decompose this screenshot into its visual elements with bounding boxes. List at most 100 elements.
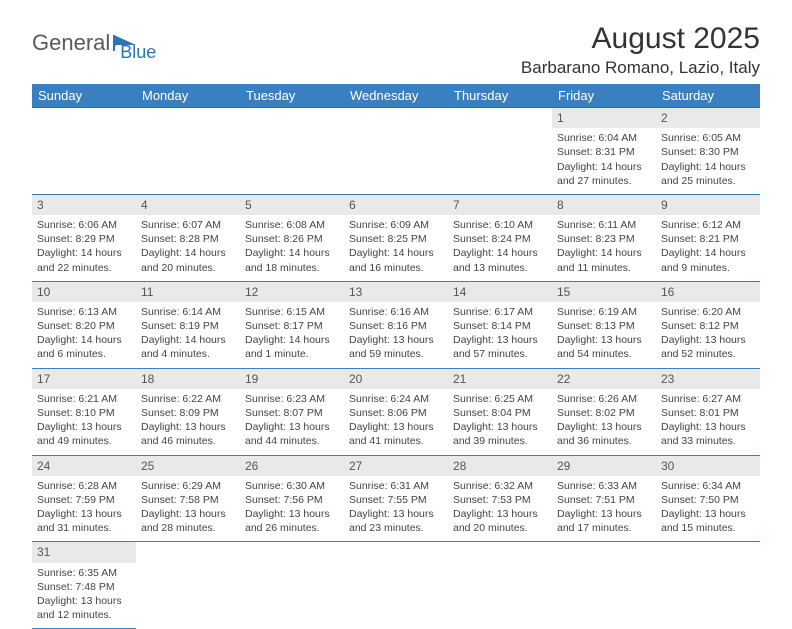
sunrise-text: Sunrise: 6:26 AM [557, 392, 651, 406]
sunrise-text: Sunrise: 6:24 AM [349, 392, 443, 406]
day-number: 11 [136, 282, 240, 302]
day-number: 9 [656, 195, 760, 215]
calendar-row: 3Sunrise: 6:06 AMSunset: 8:29 PMDaylight… [32, 194, 760, 281]
calendar-cell: 30Sunrise: 6:34 AMSunset: 7:50 PMDayligh… [656, 455, 760, 542]
calendar-cell [448, 542, 552, 629]
sunrise-text: Sunrise: 6:21 AM [37, 392, 131, 406]
calendar-cell: 3Sunrise: 6:06 AMSunset: 8:29 PMDaylight… [32, 194, 136, 281]
calendar-cell: 2Sunrise: 6:05 AMSunset: 8:30 PMDaylight… [656, 108, 760, 195]
calendar-cell: 5Sunrise: 6:08 AMSunset: 8:26 PMDaylight… [240, 194, 344, 281]
calendar-cell: 26Sunrise: 6:30 AMSunset: 7:56 PMDayligh… [240, 455, 344, 542]
calendar-cell: 15Sunrise: 6:19 AMSunset: 8:13 PMDayligh… [552, 281, 656, 368]
calendar-row: 1Sunrise: 6:04 AMSunset: 8:31 PMDaylight… [32, 108, 760, 195]
month-title: August 2025 [521, 22, 760, 56]
day-number: 4 [136, 195, 240, 215]
sunrise-text: Sunrise: 6:05 AM [661, 131, 755, 145]
day-header: Thursday [448, 84, 552, 108]
sunrise-text: Sunrise: 6:27 AM [661, 392, 755, 406]
calendar-cell [448, 108, 552, 195]
sunset-text: Sunset: 8:19 PM [141, 319, 235, 333]
day-header: Friday [552, 84, 656, 108]
sunrise-text: Sunrise: 6:22 AM [141, 392, 235, 406]
calendar-cell [344, 542, 448, 629]
day-text: Daylight: 13 hours and 33 minutes. [661, 420, 755, 448]
calendar-cell [136, 542, 240, 629]
calendar-cell: 25Sunrise: 6:29 AMSunset: 7:58 PMDayligh… [136, 455, 240, 542]
calendar-cell: 13Sunrise: 6:16 AMSunset: 8:16 PMDayligh… [344, 281, 448, 368]
day-text: Daylight: 14 hours and 6 minutes. [37, 333, 131, 361]
sunset-text: Sunset: 7:56 PM [245, 493, 339, 507]
calendar-cell: 18Sunrise: 6:22 AMSunset: 8:09 PMDayligh… [136, 368, 240, 455]
calendar-cell: 23Sunrise: 6:27 AMSunset: 8:01 PMDayligh… [656, 368, 760, 455]
day-number: 30 [656, 456, 760, 476]
sunrise-text: Sunrise: 6:16 AM [349, 305, 443, 319]
day-text: Daylight: 13 hours and 49 minutes. [37, 420, 131, 448]
day-header: Sunday [32, 84, 136, 108]
day-text: Daylight: 13 hours and 31 minutes. [37, 507, 131, 535]
calendar-cell: 14Sunrise: 6:17 AMSunset: 8:14 PMDayligh… [448, 281, 552, 368]
sunrise-text: Sunrise: 6:28 AM [37, 479, 131, 493]
logo-text-general: General [32, 30, 110, 56]
sunset-text: Sunset: 8:20 PM [37, 319, 131, 333]
day-text: Daylight: 14 hours and 27 minutes. [557, 160, 651, 188]
day-number: 19 [240, 369, 344, 389]
sunrise-text: Sunrise: 6:15 AM [245, 305, 339, 319]
sunset-text: Sunset: 8:13 PM [557, 319, 651, 333]
day-text: Daylight: 13 hours and 23 minutes. [349, 507, 443, 535]
sunrise-text: Sunrise: 6:30 AM [245, 479, 339, 493]
day-text: Daylight: 13 hours and 54 minutes. [557, 333, 651, 361]
day-number: 22 [552, 369, 656, 389]
day-text: Daylight: 14 hours and 11 minutes. [557, 246, 651, 274]
sunset-text: Sunset: 8:16 PM [349, 319, 443, 333]
day-number: 15 [552, 282, 656, 302]
header: General Blue August 2025 Barbarano Roman… [32, 22, 760, 78]
calendar-cell: 12Sunrise: 6:15 AMSunset: 8:17 PMDayligh… [240, 281, 344, 368]
calendar-row: 24Sunrise: 6:28 AMSunset: 7:59 PMDayligh… [32, 455, 760, 542]
sunrise-text: Sunrise: 6:31 AM [349, 479, 443, 493]
calendar-head: SundayMondayTuesdayWednesdayThursdayFrid… [32, 84, 760, 108]
location: Barbarano Romano, Lazio, Italy [521, 58, 760, 78]
day-number: 5 [240, 195, 344, 215]
calendar-cell: 8Sunrise: 6:11 AMSunset: 8:23 PMDaylight… [552, 194, 656, 281]
day-header: Monday [136, 84, 240, 108]
day-text: Daylight: 13 hours and 57 minutes. [453, 333, 547, 361]
calendar-cell: 31Sunrise: 6:35 AMSunset: 7:48 PMDayligh… [32, 542, 136, 629]
day-text: Daylight: 13 hours and 17 minutes. [557, 507, 651, 535]
sunset-text: Sunset: 8:07 PM [245, 406, 339, 420]
sunset-text: Sunset: 7:59 PM [37, 493, 131, 507]
sunset-text: Sunset: 8:30 PM [661, 145, 755, 159]
calendar-table: SundayMondayTuesdayWednesdayThursdayFrid… [32, 84, 760, 629]
day-text: Daylight: 13 hours and 46 minutes. [141, 420, 235, 448]
calendar-cell: 29Sunrise: 6:33 AMSunset: 7:51 PMDayligh… [552, 455, 656, 542]
day-text: Daylight: 14 hours and 20 minutes. [141, 246, 235, 274]
sunrise-text: Sunrise: 6:35 AM [37, 566, 131, 580]
calendar-cell [136, 108, 240, 195]
day-text: Daylight: 13 hours and 20 minutes. [453, 507, 547, 535]
day-number: 7 [448, 195, 552, 215]
sunset-text: Sunset: 8:26 PM [245, 232, 339, 246]
calendar-body: 1Sunrise: 6:04 AMSunset: 8:31 PMDaylight… [32, 108, 760, 629]
day-text: Daylight: 13 hours and 39 minutes. [453, 420, 547, 448]
sunrise-text: Sunrise: 6:09 AM [349, 218, 443, 232]
sunrise-text: Sunrise: 6:23 AM [245, 392, 339, 406]
day-number: 27 [344, 456, 448, 476]
sunrise-text: Sunrise: 6:12 AM [661, 218, 755, 232]
day-text: Daylight: 14 hours and 25 minutes. [661, 160, 755, 188]
day-number: 31 [32, 542, 136, 562]
day-number: 18 [136, 369, 240, 389]
calendar-cell [240, 542, 344, 629]
sunset-text: Sunset: 8:29 PM [37, 232, 131, 246]
sunrise-text: Sunrise: 6:14 AM [141, 305, 235, 319]
day-text: Daylight: 13 hours and 52 minutes. [661, 333, 755, 361]
day-number: 23 [656, 369, 760, 389]
day-text: Daylight: 14 hours and 4 minutes. [141, 333, 235, 361]
sunrise-text: Sunrise: 6:06 AM [37, 218, 131, 232]
calendar-cell: 20Sunrise: 6:24 AMSunset: 8:06 PMDayligh… [344, 368, 448, 455]
day-header: Saturday [656, 84, 760, 108]
calendar-cell: 7Sunrise: 6:10 AMSunset: 8:24 PMDaylight… [448, 194, 552, 281]
calendar-row: 31Sunrise: 6:35 AMSunset: 7:48 PMDayligh… [32, 542, 760, 629]
calendar-cell: 21Sunrise: 6:25 AMSunset: 8:04 PMDayligh… [448, 368, 552, 455]
sunset-text: Sunset: 8:31 PM [557, 145, 651, 159]
sunrise-text: Sunrise: 6:34 AM [661, 479, 755, 493]
calendar-cell: 28Sunrise: 6:32 AMSunset: 7:53 PMDayligh… [448, 455, 552, 542]
